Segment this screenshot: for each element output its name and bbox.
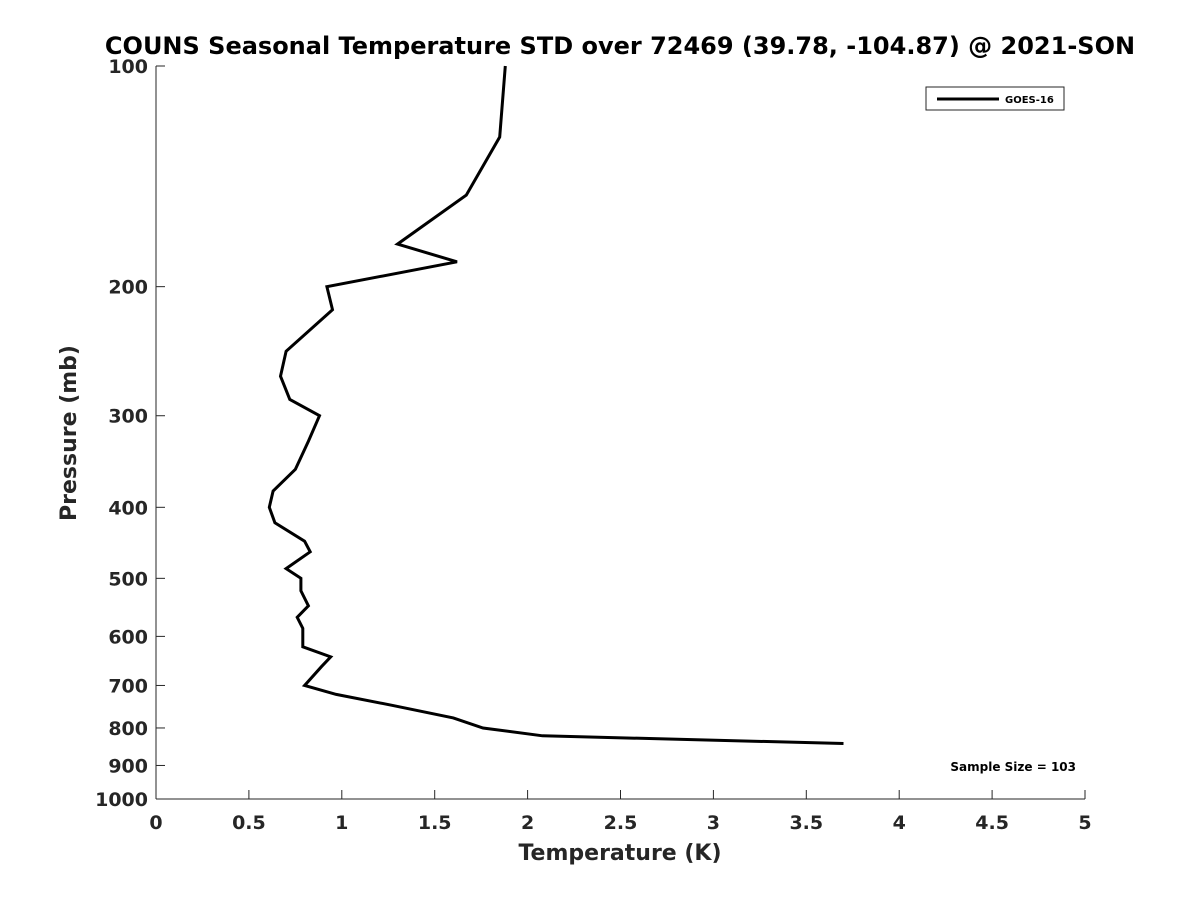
y-tick-label: 600 [108,626,148,648]
x-tick-label: 2 [521,812,534,834]
x-tick-label: 1.5 [418,812,452,834]
y-tick-label: 1000 [95,789,148,811]
y-tick-label: 500 [108,568,148,590]
y-tick-label: 900 [108,755,148,777]
x-tick-label: 0 [149,812,162,834]
x-tick-label: 5 [1078,812,1091,834]
y-tick-label: 700 [108,675,148,697]
y-tick-label: 800 [108,718,148,740]
y-axis-label: Pressure (mb) [57,345,82,521]
tick-marks [155,65,1086,800]
chart-title: COUNS Seasonal Temperature STD over 7246… [105,32,1135,60]
x-tick-label: 0.5 [232,812,266,834]
x-tick-label: 3 [707,812,720,834]
tick-labels: 0 0.5 1 1.5 2 2.5 3 3.5 4 4.5 5 100 200 300 400 500 600 7… [95,56,1092,834]
series-line-goes-16 [267,65,844,745]
y-tick-label: 400 [108,497,148,519]
x-axis-label: Temperature (K) [518,841,721,866]
legend: GOES-16 [925,86,1065,111]
x-tick-label: 4 [893,812,906,834]
axes [155,66,1085,800]
x-tick-label: 2.5 [604,812,638,834]
series-lines [267,65,844,745]
x-tick-label: 1 [335,812,348,834]
y-tick-label: 300 [108,406,148,428]
y-tick-label: 100 [108,56,148,78]
x-tick-label: 4.5 [975,812,1009,834]
sample-size-annotation: Sample Size = 103 [950,760,1076,774]
x-tick-label: 3.5 [789,812,823,834]
legend-label-goes-16: GOES-16 [1005,95,1054,106]
y-tick-label: 200 [108,277,148,299]
